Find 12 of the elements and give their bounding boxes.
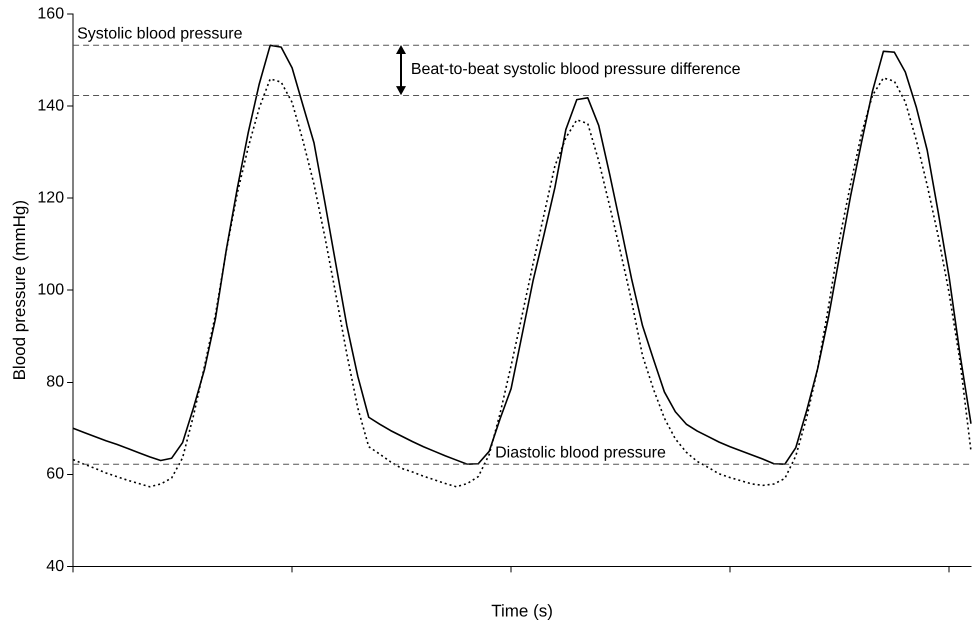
ref-line-label: Diastolic blood pressure [495, 444, 666, 462]
annotation: Beat-to-beat systolic blood pressure difference [410, 60, 740, 80]
x-axis-title: Time (s) [491, 601, 553, 620]
y-tick-label: 160 [37, 5, 64, 22]
y-tick-label: 40 [46, 558, 64, 575]
y-tick-label: 80 [46, 374, 64, 391]
y-tick-label: 120 [37, 190, 64, 207]
y-tick-label: 60 [46, 466, 64, 483]
y-tick-label: 100 [37, 282, 64, 299]
y-tick-label: 140 [37, 97, 64, 114]
y-axis-title: Blood pressure (mmHg) [10, 200, 29, 380]
ref-line-label: Systolic blood pressure [77, 26, 243, 43]
